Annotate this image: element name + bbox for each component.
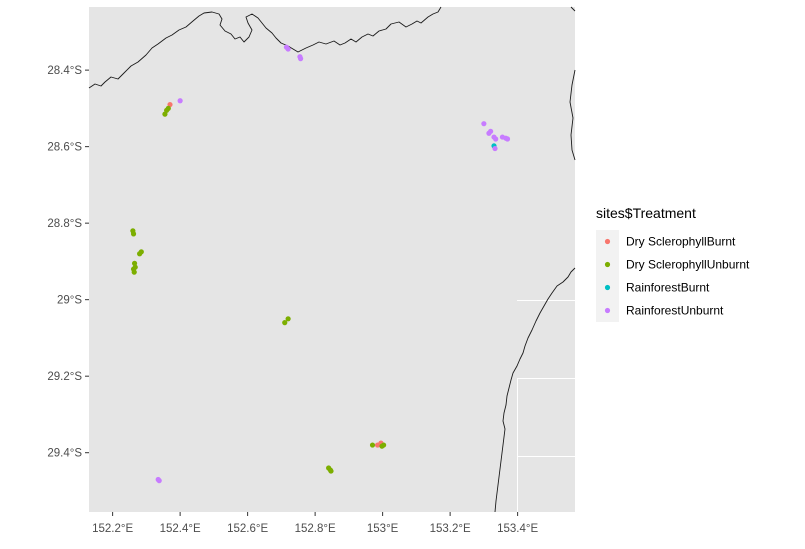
data-point: [493, 136, 499, 142]
data-point: [298, 56, 304, 62]
legend-title: sites$Treatment: [596, 205, 696, 221]
legend-key-marker: [604, 261, 611, 268]
x-tick-label: 153.2°E: [430, 523, 471, 535]
y-tick-label: 29.2°S: [47, 371, 82, 383]
y-tick-label: 28.8°S: [47, 218, 82, 230]
data-point: [156, 478, 162, 484]
legend: sites$Treatment Dry SclerophyllBurntDry …: [596, 205, 750, 322]
land-outline-border: [88, 6, 442, 89]
x-tick-label: 153°E: [367, 523, 399, 535]
data-point: [492, 145, 498, 152]
land-outline-coastline: [494, 69, 576, 513]
x-tick-label: 153.4°E: [497, 523, 538, 535]
data-point: [285, 316, 291, 322]
x-tick-label: 152.8°E: [295, 523, 336, 535]
data-point: [137, 251, 143, 257]
data-point: [381, 442, 387, 448]
y-tick-label: 28.4°S: [47, 65, 82, 77]
legend-keys: Dry SclerophyllBurnt Dry SclerophyllUnbur…: [596, 230, 750, 322]
data-point: [481, 121, 487, 127]
grid-line-minor-horizontal: [517, 300, 575, 457]
y-tick-label: 29.4°S: [47, 448, 82, 460]
legend-label: RainforestBurnt: [626, 281, 710, 295]
y-tick-label: 29°S: [57, 295, 82, 307]
data-points-group: [130, 44, 511, 484]
legend-label: RainforestUnburnt: [626, 304, 724, 318]
data-point: [285, 46, 291, 52]
legend-label: Dry SclerophyllUnburnt: [626, 258, 750, 272]
data-point: [374, 442, 381, 448]
data-point: [282, 320, 288, 326]
data-point: [369, 442, 376, 448]
x-tick-label: 152.6°E: [227, 523, 268, 535]
data-point: [177, 98, 183, 104]
x-tick-label: 152.2°E: [92, 523, 133, 535]
legend-key-marker: [604, 238, 611, 245]
data-point: [488, 128, 494, 134]
legend-key-marker: [604, 284, 611, 291]
axis-ticks-group: 152.2°E 152.4°E 152.6°E 152.8°E 153°E 153.2°E…: [47, 65, 538, 535]
data-point: [130, 231, 137, 237]
data-point: [165, 105, 171, 111]
data-point: [131, 269, 137, 275]
data-point: [131, 260, 138, 266]
land-outline-state-edge: [570, 6, 576, 12]
data-point: [328, 468, 334, 474]
plot-panel-background: [89, 7, 575, 512]
x-tick-label: 152.4°E: [160, 523, 201, 535]
legend-key-marker: [604, 307, 611, 314]
data-point: [504, 136, 511, 142]
y-tick-label: 28.6°S: [47, 142, 82, 154]
legend-label: Dry SclerophyllBurnt: [626, 235, 736, 249]
